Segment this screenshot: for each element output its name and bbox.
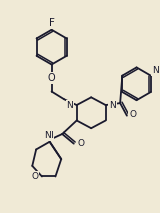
Text: O: O (129, 110, 136, 119)
Text: N: N (109, 101, 116, 109)
Text: O: O (32, 172, 39, 181)
Text: F: F (49, 18, 55, 28)
Text: N: N (152, 66, 159, 75)
Text: N: N (46, 131, 53, 140)
Text: O: O (77, 139, 84, 148)
Text: O: O (48, 73, 55, 83)
Text: N: N (44, 131, 51, 140)
Text: N: N (67, 101, 73, 109)
